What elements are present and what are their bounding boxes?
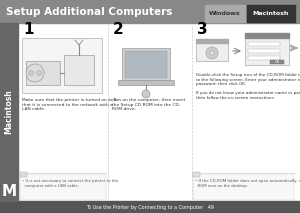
Bar <box>0 201 300 213</box>
Bar <box>196 39 228 43</box>
Bar <box>20 174 106 200</box>
Text: Macintosh: Macintosh <box>253 11 289 16</box>
Text: Make sure that the printer is turned on and
that it is connected to the network : Make sure that the printer is turned on … <box>22 98 116 111</box>
Text: Macintosh: Macintosh <box>4 90 14 134</box>
Bar <box>245 33 289 38</box>
Bar <box>20 172 27 177</box>
Bar <box>270 60 284 64</box>
Circle shape <box>142 90 150 98</box>
Bar <box>248 56 280 60</box>
Circle shape <box>26 64 44 82</box>
Bar <box>118 80 174 85</box>
Text: Setup Additional Computers: Setup Additional Computers <box>6 7 172 17</box>
Text: Windows: Windows <box>209 11 241 16</box>
Bar <box>0 0 300 23</box>
Text: • It is not necessary to connect the printer to the
  computer with a USB cable.: • It is not necessary to connect the pri… <box>22 179 118 188</box>
Text: 3: 3 <box>197 23 208 37</box>
Bar <box>248 42 280 46</box>
FancyBboxPatch shape <box>22 38 102 93</box>
Bar <box>125 51 167 78</box>
Bar <box>26 61 60 85</box>
Circle shape <box>37 71 41 75</box>
Circle shape <box>206 47 218 59</box>
Bar <box>0 23 18 201</box>
Text: M: M <box>2 184 16 199</box>
Bar <box>64 55 94 85</box>
Bar <box>122 48 170 81</box>
Bar <box>205 5 245 22</box>
FancyBboxPatch shape <box>245 33 289 65</box>
Circle shape <box>28 71 34 75</box>
Bar <box>247 5 295 22</box>
Text: 2: 2 <box>113 23 124 37</box>
Bar <box>18 23 300 201</box>
Text: Double-click the Setup icon of the CD-ROM folder to proceed
to the following scr: Double-click the Setup icon of the CD-RO… <box>196 73 300 100</box>
Bar <box>193 172 200 177</box>
FancyBboxPatch shape <box>196 39 228 61</box>
Text: 1: 1 <box>23 23 34 37</box>
Text: OK: OK <box>274 60 280 64</box>
Bar <box>193 174 294 200</box>
Text: To Use the Printer by Connecting to a Computer   49: To Use the Printer by Connecting to a Co… <box>86 204 214 210</box>
Text: Turn on the computer, then insert
the Setup CD-ROM into the CD-
ROM drive.: Turn on the computer, then insert the Se… <box>112 98 185 111</box>
Bar <box>248 49 280 53</box>
Text: • If the CD-ROM folder does not open automatically, double-click the CD-
  ROM i: • If the CD-ROM folder does not open aut… <box>195 179 300 188</box>
Circle shape <box>210 51 214 55</box>
